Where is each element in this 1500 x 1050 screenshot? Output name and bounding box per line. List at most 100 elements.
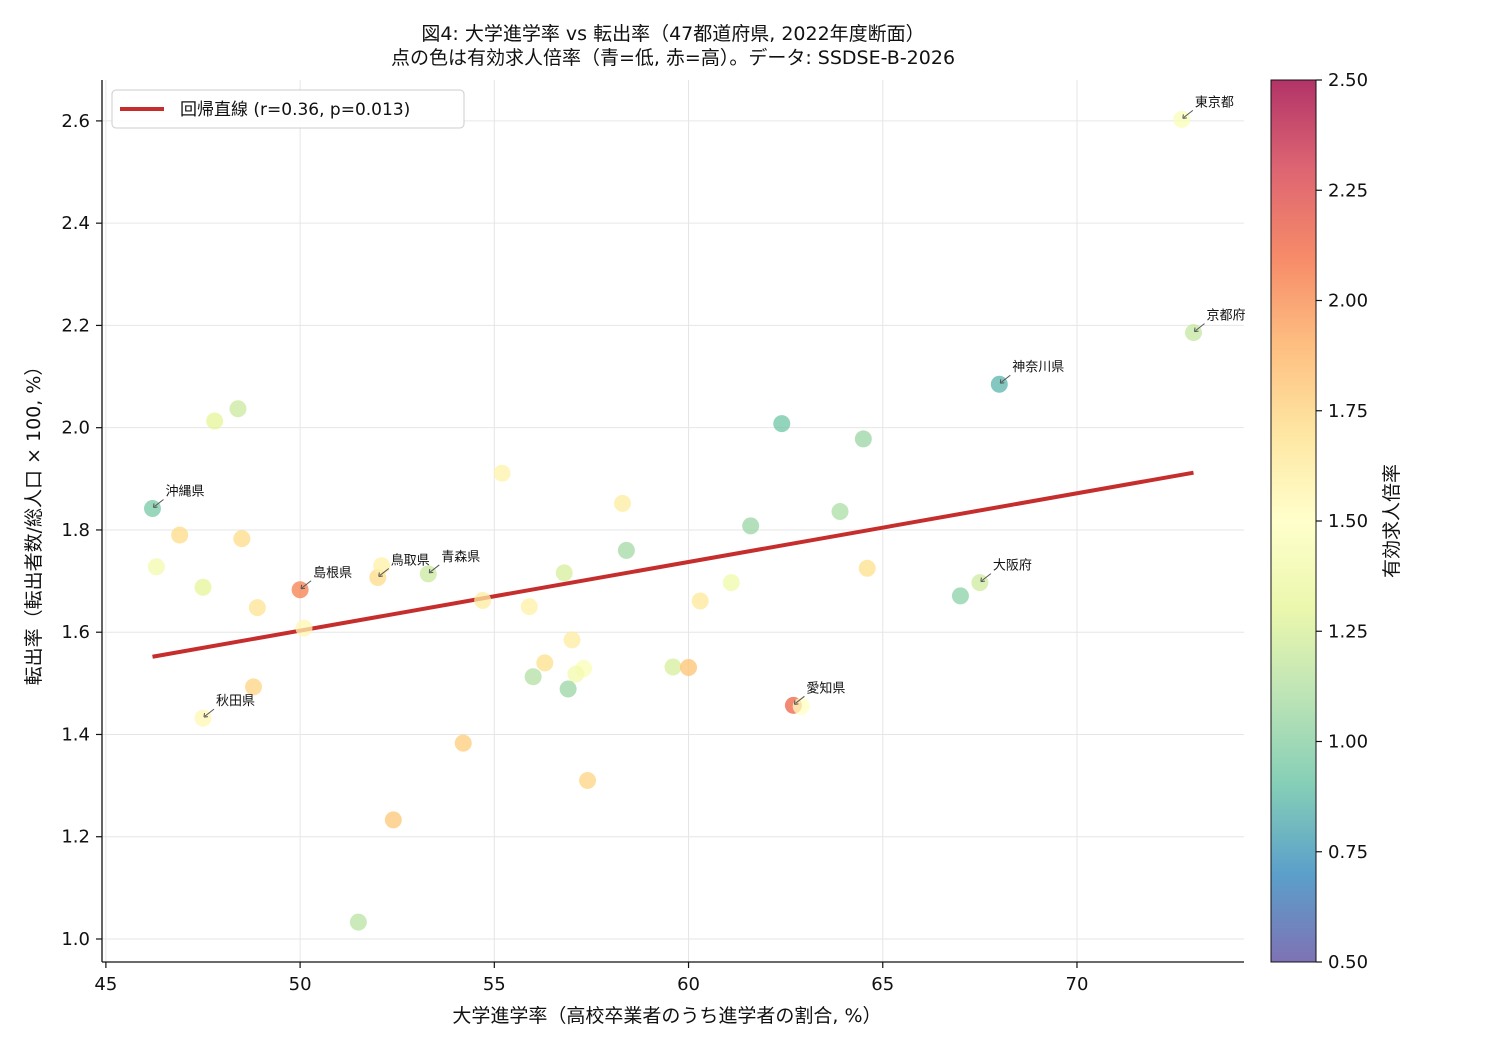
axes xyxy=(101,80,1244,963)
x-tick-label: 55 xyxy=(483,974,506,995)
data-point xyxy=(384,811,402,829)
data-point xyxy=(143,499,161,517)
colorbar-tick-label: 0.50 xyxy=(1328,952,1368,973)
data-point xyxy=(520,598,538,616)
data-point xyxy=(563,631,581,649)
point-label: 大阪府 xyxy=(993,559,1032,574)
data-point xyxy=(664,658,682,676)
annotation-arrowhead xyxy=(999,379,1005,384)
y-axis-label: 転出率（転出者数/総人口 × 100, %） xyxy=(23,357,45,686)
colorbar-tick-label: 1.00 xyxy=(1328,732,1368,753)
data-point xyxy=(1185,324,1203,342)
colorbar: 0.50 0.75 1.00 1.25 1.50 1.75 2.00 2.25 2.50 有効求… xyxy=(1270,70,1403,973)
data-point xyxy=(854,430,872,448)
data-point xyxy=(524,668,542,686)
colorbar-gradient xyxy=(1270,79,1317,963)
annotation-arrowhead xyxy=(300,584,306,590)
colorbar-tick-label: 1.75 xyxy=(1328,401,1368,422)
point-label: 青森県 xyxy=(441,550,480,565)
point-label: 秋田県 xyxy=(216,694,255,709)
data-point xyxy=(147,558,165,576)
data-point xyxy=(617,541,635,559)
data-point xyxy=(493,464,511,482)
data-point xyxy=(951,587,969,605)
point-label: 愛知県 xyxy=(806,680,845,696)
data-point xyxy=(373,557,391,575)
y-tick-label: 2.6 xyxy=(61,111,90,132)
legend-box xyxy=(111,89,465,129)
y-tick-label: 1.6 xyxy=(61,622,90,643)
x-tick-label: 60 xyxy=(677,974,700,995)
colorbar-tick-label: 2.25 xyxy=(1328,180,1368,201)
annotation-arrowhead xyxy=(203,713,209,718)
annotation-arrow xyxy=(301,580,312,589)
point-label: 東京都 xyxy=(1195,94,1234,110)
annotation-arrowhead xyxy=(1182,114,1187,119)
y-tick-label: 1.8 xyxy=(61,520,90,541)
data-point xyxy=(742,517,760,535)
data-point xyxy=(831,503,849,521)
y-tick-label: 1.0 xyxy=(61,929,90,950)
y-ticks: 1.0 1.2 1.4 1.6 1.8 2.0 2.2 2.4 2.6 xyxy=(61,111,102,950)
data-point xyxy=(722,574,740,592)
data-point xyxy=(773,415,791,433)
point-label: 沖縄県 xyxy=(165,484,204,499)
point-label: 鳥取県 xyxy=(391,553,430,568)
data-point xyxy=(567,665,585,683)
annotation-arrowhead xyxy=(793,700,799,705)
data-point xyxy=(691,592,709,610)
annotation-arrowhead xyxy=(1194,327,1199,333)
data-point xyxy=(454,734,472,752)
data-point xyxy=(474,592,492,610)
y-tick-label: 1.4 xyxy=(61,724,90,745)
data-point xyxy=(194,578,212,596)
annotation-arrowhead xyxy=(378,572,383,577)
y-tick-label: 2.4 xyxy=(61,213,90,234)
data-point xyxy=(171,526,189,544)
colorbar-tick-label: 2.00 xyxy=(1328,291,1368,312)
annotation-arrow xyxy=(795,695,805,704)
x-tick-label: 65 xyxy=(871,974,894,995)
data-point xyxy=(194,709,212,727)
y-tick-label: 2.2 xyxy=(61,315,90,336)
legend-regression-label: 回帰直線 (r=0.36, p=0.013) xyxy=(180,100,410,120)
colorbar-tick-label: 2.50 xyxy=(1328,70,1368,91)
y-tick-label: 2.0 xyxy=(61,418,90,439)
legend: 回帰直線 (r=0.36, p=0.013) xyxy=(111,89,465,129)
x-tick-label: 70 xyxy=(1066,974,1089,995)
data-point xyxy=(971,574,989,592)
annotation-arrow xyxy=(154,499,164,507)
point-label: 京都府 xyxy=(1207,309,1246,324)
colorbar-label: 有効求人倍率 xyxy=(1381,464,1403,578)
data-point xyxy=(233,530,251,548)
data-point xyxy=(1173,110,1191,128)
data-point xyxy=(614,494,632,512)
data-point xyxy=(291,581,309,599)
annotation-arrow xyxy=(429,564,440,573)
grid-lines xyxy=(102,80,1244,962)
data-point xyxy=(990,375,1008,393)
colorbar-tick-label: 1.50 xyxy=(1328,511,1368,532)
x-ticks: 45 50 55 60 65 70 xyxy=(94,962,1088,995)
regression-line xyxy=(152,470,1194,659)
data-point xyxy=(244,678,262,696)
chart-subtitle: 点の色は有効求人倍率（青=低, 赤=高）。データ: SSDSE-B-2026 xyxy=(391,47,955,69)
colorbar-tick-label: 1.25 xyxy=(1328,621,1368,642)
x-tick-label: 45 xyxy=(94,974,117,995)
data-point xyxy=(229,400,247,418)
annotation-arrowhead xyxy=(980,577,985,583)
annotation-arrow xyxy=(1183,109,1194,118)
point-label: 神奈川県 xyxy=(1012,360,1064,375)
annotation-arrow xyxy=(204,708,215,717)
x-axis-label: 大学進学率（高校卒業者のうち進学者の割合, %） xyxy=(452,1005,881,1027)
annotation-arrowhead xyxy=(428,568,434,574)
colorbar-ticks: 0.50 0.75 1.00 1.25 1.50 1.75 2.00 2.25 2.50 xyxy=(1316,70,1368,973)
data-point xyxy=(206,412,224,430)
data-point xyxy=(248,599,266,617)
annotation-arrow xyxy=(379,568,390,576)
data-point xyxy=(536,654,554,672)
data-points xyxy=(143,110,1203,931)
regression-layer xyxy=(152,470,1194,659)
data-point xyxy=(349,913,367,931)
